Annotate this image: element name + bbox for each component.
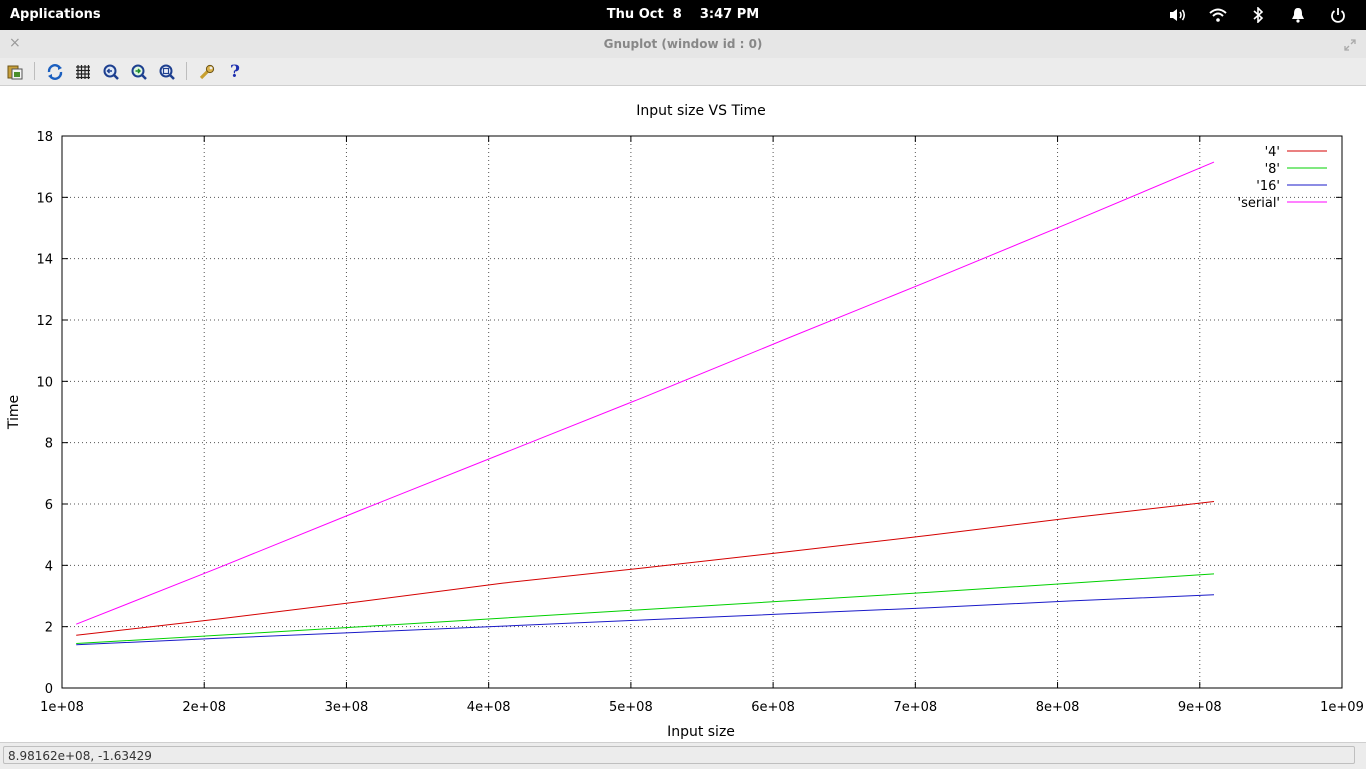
window-title: Gnuplot (window id : 0) xyxy=(603,37,763,51)
replot-button[interactable] xyxy=(44,61,66,83)
volume-icon[interactable] xyxy=(1158,5,1198,25)
line-chart[interactable]: 1e+08 2e+08 3e+08 4e+08 5e+08 6e+08 7e+08 8e+08… xyxy=(0,86,1366,742)
zoom-previous-button[interactable] xyxy=(100,61,122,83)
zoom-autoscale-icon xyxy=(159,64,175,80)
x-tick-label: 8e+08 xyxy=(1036,700,1080,715)
status-bar: 8.98162e+08, -1.63429 xyxy=(0,742,1366,769)
zoom-previous-icon xyxy=(103,64,119,80)
copy-clipboard-button[interactable] xyxy=(4,61,26,83)
settings-icon xyxy=(199,64,215,80)
maximize-window-button[interactable] xyxy=(1344,36,1356,55)
chart-legend: '4' '8' '16' 'serial' xyxy=(1238,145,1327,211)
wifi-icon[interactable] xyxy=(1198,5,1238,25)
zoom-autoscale-button[interactable] xyxy=(156,61,178,83)
x-tick-label: 6e+08 xyxy=(751,700,795,715)
toolbar-separator xyxy=(34,62,35,80)
grid-icon xyxy=(76,65,90,79)
zoom-next-icon xyxy=(131,64,147,80)
y-tick-label: 2 xyxy=(45,621,53,636)
window-title-bar: × Gnuplot (window id : 0) xyxy=(0,30,1366,59)
plot-frame xyxy=(61,135,1343,689)
bluetooth-icon[interactable] xyxy=(1238,5,1278,25)
mouse-coordinates: 8.98162e+08, -1.63429 xyxy=(3,746,1355,764)
system-top-bar: Applications Thu Oct 8 3:47 PM xyxy=(0,0,1366,30)
legend-label-s16: '16' xyxy=(1256,179,1280,194)
y-tick-label: 0 xyxy=(45,682,53,697)
maximize-icon xyxy=(1344,39,1356,51)
x-tick-label: 7e+08 xyxy=(893,700,937,715)
y-tick-label: 12 xyxy=(36,314,53,329)
zoom-next-button[interactable] xyxy=(128,61,150,83)
x-axis-label: Input size xyxy=(667,724,735,740)
y-tick-label: 10 xyxy=(36,375,53,390)
x-tick-label: 4e+08 xyxy=(467,700,511,715)
grid-button[interactable] xyxy=(72,61,94,83)
x-tick-label: 1e+08 xyxy=(40,700,84,715)
clock-container: Thu Oct 8 3:47 PM xyxy=(0,7,1366,22)
power-icon[interactable] xyxy=(1318,5,1358,25)
x-tick-label: 1e+09 xyxy=(1320,700,1364,715)
series-line-s8 xyxy=(76,573,1215,644)
y-tick-label: 18 xyxy=(36,130,53,145)
y-tick-label: 4 xyxy=(45,559,53,574)
y-tick-label: 8 xyxy=(45,437,53,452)
toolbar-separator xyxy=(186,62,187,80)
series-line-serial xyxy=(76,161,1215,625)
help-icon: ? xyxy=(230,62,240,82)
legend-label-serial: 'serial' xyxy=(1238,196,1280,211)
datetime[interactable]: Thu Oct 8 3:47 PM xyxy=(606,7,760,22)
x-tick-label: 5e+08 xyxy=(609,700,653,715)
x-tick-label: 3e+08 xyxy=(325,700,369,715)
y-tick-label: 14 xyxy=(36,253,53,268)
system-tray xyxy=(1158,5,1358,25)
series-line-s4 xyxy=(76,501,1215,636)
close-window-button[interactable]: × xyxy=(9,35,21,51)
y-axis-label: Time xyxy=(6,395,22,430)
legend-label-s8: '8' xyxy=(1265,162,1280,177)
x-tick-label: 2e+08 xyxy=(182,700,226,715)
help-button[interactable]: ? xyxy=(224,61,246,83)
plot-area[interactable]: 1e+08 2e+08 3e+08 4e+08 5e+08 6e+08 7e+08 8e+08… xyxy=(0,86,1366,742)
chart-title: Input size VS Time xyxy=(636,103,765,119)
replot-icon xyxy=(47,64,63,80)
y-tick-label: 6 xyxy=(45,498,53,513)
series-line-s16 xyxy=(76,594,1215,646)
y-tick-label: 16 xyxy=(36,191,53,206)
settings-button[interactable] xyxy=(196,61,218,83)
notification-bell-icon[interactable] xyxy=(1278,5,1318,25)
x-tick-label: 9e+08 xyxy=(1178,700,1222,715)
copy-clipboard-icon xyxy=(7,65,23,80)
applications-menu[interactable]: Applications xyxy=(10,7,101,22)
legend-label-s4: '4' xyxy=(1265,145,1280,160)
plot-toolbar: ? xyxy=(0,58,1366,86)
